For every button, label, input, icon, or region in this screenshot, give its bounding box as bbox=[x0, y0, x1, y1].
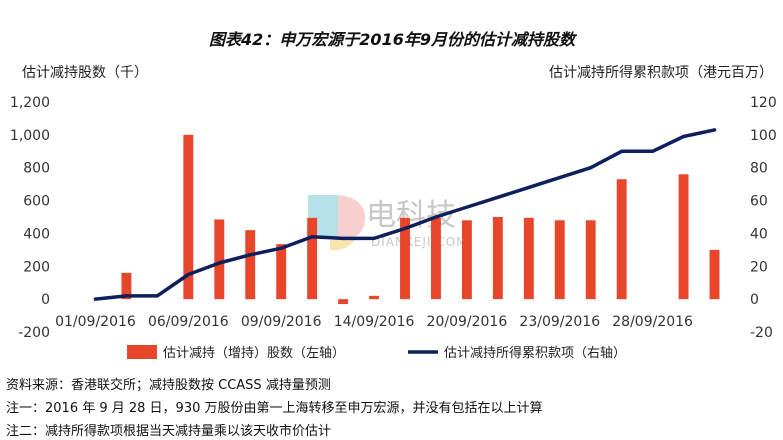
line-point bbox=[310, 235, 314, 239]
bar bbox=[616, 179, 627, 300]
line-point bbox=[248, 253, 252, 257]
line-point bbox=[434, 215, 438, 219]
right-tick-label: 80 bbox=[750, 161, 768, 177]
right-tick-label: 120 bbox=[750, 95, 777, 111]
left-axis-label: 估计减持股数（千） bbox=[22, 65, 148, 81]
bar bbox=[307, 217, 318, 300]
bar bbox=[709, 249, 720, 300]
line-point bbox=[403, 227, 407, 230]
legend-line-label: 估计减持所得累积款项（右轴） bbox=[444, 345, 626, 361]
bar bbox=[431, 217, 441, 300]
line-point bbox=[93, 297, 97, 301]
source-note: 资料来源：香港联交所；减持股数按 CCASS 减持量预测 bbox=[6, 378, 331, 393]
left-tick-label: 1,000 bbox=[10, 128, 50, 144]
bar bbox=[245, 230, 256, 300]
line-point bbox=[713, 128, 717, 132]
line-point bbox=[124, 294, 128, 298]
bar bbox=[554, 220, 565, 300]
bar bbox=[523, 217, 534, 300]
x-tick-label: 23/09/2016 bbox=[519, 314, 600, 330]
legend: 估计减持（增持）股数（左轴） 估计减持所得累积款项（右轴） bbox=[127, 345, 626, 361]
line-point bbox=[341, 236, 345, 240]
left-tick-label: 200 bbox=[23, 259, 50, 275]
line-point bbox=[496, 195, 500, 199]
line-point bbox=[620, 149, 624, 153]
combo-chart: 图表42：申万宏源于2016年9月份的估计减持股数 估计减持股数（千） 估计减持… bbox=[10, 30, 777, 361]
line-point bbox=[465, 205, 469, 209]
bar bbox=[369, 295, 379, 300]
watermark-domain: DIANKEJI.COM bbox=[371, 235, 468, 249]
bar bbox=[400, 217, 410, 300]
left-tick-label: 0 bbox=[41, 292, 50, 308]
line-point bbox=[186, 273, 190, 276]
watermark-logo: 电科技 DIANKEJI.COM bbox=[308, 195, 468, 251]
legend-bar-label: 估计减持（增持）股数（左轴） bbox=[163, 346, 345, 361]
footnote-2: 注二：减持所得款项根据当天减持量乘以该天收市价估计 bbox=[6, 424, 332, 439]
x-tick-label: 28/09/2016 bbox=[612, 314, 693, 330]
x-tick-label: 09/09/2016 bbox=[241, 314, 322, 330]
bar bbox=[183, 134, 194, 300]
line-point bbox=[217, 261, 221, 265]
bar bbox=[678, 174, 689, 300]
line-point bbox=[651, 149, 655, 153]
right-tick-label: 40 bbox=[750, 226, 768, 242]
bar bbox=[276, 244, 287, 300]
x-tick-label: 01/09/2016 bbox=[55, 314, 136, 330]
bar bbox=[492, 217, 503, 300]
right-tick-label: 0 bbox=[750, 292, 759, 308]
x-tick-label: 20/09/2016 bbox=[427, 314, 508, 330]
line-point bbox=[155, 294, 159, 298]
right-tick-label: 20 bbox=[750, 259, 768, 275]
watermark-logo-shape-yellow bbox=[330, 240, 355, 251]
right-tick-label: 60 bbox=[750, 194, 768, 210]
legend-bar-swatch bbox=[127, 345, 157, 359]
left-tick-label: 400 bbox=[23, 226, 50, 242]
bar bbox=[585, 220, 596, 300]
left-tick-label: 1,200 bbox=[10, 95, 50, 111]
line-point bbox=[558, 176, 562, 180]
x-tick-label: 06/09/2016 bbox=[148, 314, 229, 330]
bar bbox=[121, 272, 132, 300]
x-tick-label: 14/09/2016 bbox=[334, 314, 415, 330]
line-point bbox=[527, 185, 531, 189]
left-tick-label: 800 bbox=[23, 161, 50, 177]
line-point bbox=[372, 236, 376, 240]
bar bbox=[338, 299, 349, 305]
chart-title: 图表42：申万宏源于2016年9月份的估计减持股数 bbox=[209, 30, 578, 49]
left-tick-label: 600 bbox=[23, 194, 50, 210]
footnote-1: 注一：2016 年 9 月 28 日，930 万股份由第一上海转移至申万宏源，并… bbox=[6, 401, 543, 416]
right-tick-label: -20 bbox=[750, 325, 773, 341]
right-axis-label: 估计减持所得累积款项（港元百万） bbox=[549, 64, 773, 81]
bar bbox=[214, 219, 225, 300]
watermark-logo-shape-pink bbox=[338, 195, 365, 240]
line-point bbox=[589, 166, 593, 170]
left-tick-label: -200 bbox=[18, 325, 50, 341]
right-tick-label: 100 bbox=[750, 128, 777, 144]
line-point bbox=[279, 246, 283, 250]
line-point bbox=[682, 135, 686, 138]
bar bbox=[461, 220, 472, 300]
